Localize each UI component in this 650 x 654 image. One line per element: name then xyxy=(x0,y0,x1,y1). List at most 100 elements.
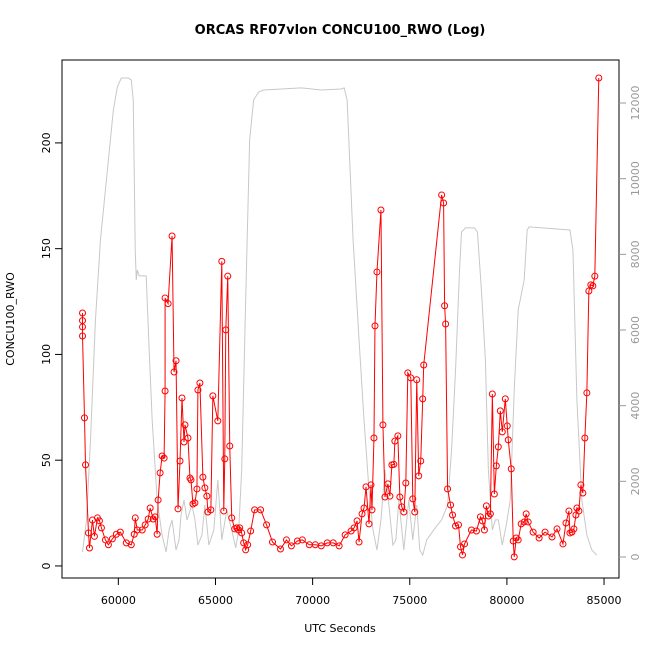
data-point xyxy=(335,542,343,550)
x-tick-label: 60000 xyxy=(101,594,136,607)
data-point xyxy=(379,421,387,429)
data-point xyxy=(585,287,593,295)
data-point xyxy=(329,539,337,547)
data-point xyxy=(138,526,146,534)
chart-title: ORCAS RF07vlon CONCU100_RWO (Log) xyxy=(195,23,486,38)
data-point xyxy=(420,361,428,369)
data-point xyxy=(151,513,159,521)
data-point xyxy=(467,526,475,534)
data-point xyxy=(247,527,255,535)
data-point xyxy=(367,481,375,489)
data-point xyxy=(480,526,488,534)
data-point xyxy=(353,517,361,525)
data-point xyxy=(226,442,234,450)
data-point xyxy=(116,528,124,536)
data-point xyxy=(244,541,252,549)
data-point xyxy=(553,525,561,533)
series-line xyxy=(82,77,598,557)
data-point xyxy=(146,504,154,512)
data-point xyxy=(377,206,385,214)
data-point xyxy=(153,530,161,538)
data-point xyxy=(79,309,87,317)
data-point xyxy=(438,191,446,199)
y2-tick-label: 8000 xyxy=(629,240,642,268)
data-point xyxy=(409,495,417,503)
data-point xyxy=(108,535,116,543)
data-point xyxy=(214,417,222,425)
data-point xyxy=(507,465,515,473)
data-point xyxy=(407,374,415,382)
y-tick-label: 100 xyxy=(40,344,53,365)
data-point xyxy=(492,462,500,470)
plot-frame xyxy=(61,59,620,579)
data-point xyxy=(282,536,290,544)
y-tick-label: 50 xyxy=(40,453,53,467)
data-point xyxy=(161,387,169,395)
data-point xyxy=(595,74,603,82)
data-point xyxy=(358,510,366,518)
data-point xyxy=(154,496,162,504)
data-point xyxy=(174,505,182,513)
data-point xyxy=(447,501,455,509)
data-point xyxy=(419,395,427,403)
data-point xyxy=(82,461,90,469)
data-point xyxy=(415,472,423,480)
y-tick-label: 150 xyxy=(40,238,53,259)
data-point xyxy=(417,457,425,465)
data-point xyxy=(194,386,202,394)
data-point xyxy=(396,493,404,501)
data-point xyxy=(101,536,109,544)
data-point xyxy=(181,421,189,429)
data-point xyxy=(400,508,408,516)
data-point xyxy=(488,390,496,398)
data-point xyxy=(490,490,498,498)
data-point xyxy=(95,517,103,525)
data-point xyxy=(90,532,98,540)
data-point xyxy=(79,332,87,340)
data-point xyxy=(442,320,450,328)
data-point xyxy=(156,469,164,477)
data-point xyxy=(404,369,412,377)
data-point xyxy=(570,525,578,533)
data-point xyxy=(384,480,392,488)
data-point xyxy=(535,534,543,542)
data-point xyxy=(455,521,463,529)
data-point xyxy=(459,551,467,559)
data-point xyxy=(269,538,277,546)
data-point xyxy=(365,520,373,528)
data-point xyxy=(207,506,215,514)
data-point xyxy=(461,540,469,548)
data-point xyxy=(522,510,530,518)
data-point xyxy=(503,422,511,430)
data-point xyxy=(577,481,585,489)
data-point xyxy=(541,528,549,536)
data-point xyxy=(341,531,349,539)
data-point xyxy=(411,508,419,516)
data-point xyxy=(257,506,265,514)
data-point xyxy=(104,541,112,549)
data-point xyxy=(220,507,228,515)
data-point xyxy=(263,521,271,529)
data-point xyxy=(472,527,480,535)
data-point xyxy=(368,506,376,514)
data-point xyxy=(317,542,325,550)
data-point xyxy=(228,514,236,522)
data-point xyxy=(440,199,448,207)
y2-tick-label: 12000 xyxy=(629,86,642,121)
data-point xyxy=(298,536,306,544)
data-point xyxy=(482,502,490,510)
data-point xyxy=(559,540,567,548)
data-point xyxy=(224,272,232,280)
data-point xyxy=(444,485,452,493)
data-point xyxy=(441,302,449,310)
data-point xyxy=(496,407,504,415)
data-point xyxy=(494,443,502,451)
x-tick-label: 65000 xyxy=(198,594,233,607)
data-point xyxy=(196,379,204,387)
data-point xyxy=(350,524,358,532)
data-point xyxy=(218,257,226,265)
data-point xyxy=(80,414,88,422)
data-point xyxy=(520,518,528,526)
data-point xyxy=(583,389,591,397)
data-point xyxy=(498,428,506,436)
